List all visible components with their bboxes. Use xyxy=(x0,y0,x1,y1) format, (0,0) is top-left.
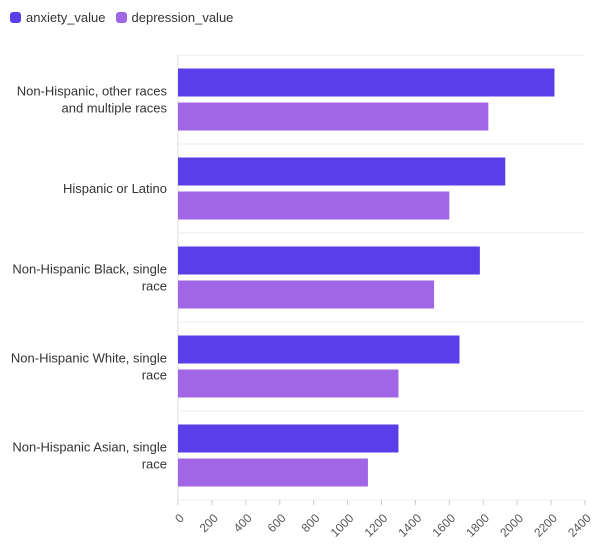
bar-depression-value-1[interactable] xyxy=(178,191,450,220)
x-tick-label: 2000 xyxy=(497,511,526,540)
legend-swatch-anxiety xyxy=(10,12,21,23)
bar-anxiety-value-0[interactable] xyxy=(178,68,555,97)
x-tick-label: 400 xyxy=(231,511,255,535)
category-label: and multiple races xyxy=(62,101,168,116)
x-tick-label: 1600 xyxy=(429,511,458,540)
x-tick-label: 1000 xyxy=(328,511,357,540)
legend-label-depression: depression_value xyxy=(131,10,234,25)
category-label: Non-Hispanic Black, single xyxy=(12,262,167,277)
bar-depression-value-2[interactable] xyxy=(178,280,435,309)
x-tick-label: 600 xyxy=(265,511,289,535)
bar-depression-value-0[interactable] xyxy=(178,102,489,131)
chart-legend: anxiety_value depression_value xyxy=(10,10,233,25)
x-tick-label: 800 xyxy=(299,511,323,535)
category-label: Non-Hispanic Asian, single xyxy=(12,440,167,455)
bar-anxiety-value-1[interactable] xyxy=(178,157,506,186)
bar-anxiety-value-3[interactable] xyxy=(178,335,460,364)
x-tick-label: 1200 xyxy=(362,511,391,540)
x-tick-label: 1800 xyxy=(463,511,492,540)
x-tick-label: 2200 xyxy=(531,511,560,540)
legend-item-anxiety[interactable]: anxiety_value xyxy=(10,10,106,25)
legend-swatch-depression xyxy=(115,12,127,23)
bar-depression-value-4[interactable] xyxy=(178,458,368,487)
bar-anxiety-value-2[interactable] xyxy=(178,246,480,275)
category-label: Hispanic or Latino xyxy=(63,181,167,196)
legend-item-depression[interactable]: depression_value xyxy=(115,10,234,25)
category-label: race xyxy=(142,279,167,294)
x-tick-label: 0 xyxy=(172,511,187,526)
category-label: race xyxy=(142,368,167,383)
x-tick-label: 2400 xyxy=(565,511,594,540)
bar-anxiety-value-4[interactable] xyxy=(178,424,399,453)
bar-depression-value-3[interactable] xyxy=(178,369,399,398)
category-label: Non-Hispanic, other races xyxy=(17,84,168,99)
category-label: race xyxy=(142,457,167,472)
x-tick-label: 1400 xyxy=(396,511,425,540)
category-label: Non-Hispanic White, single xyxy=(11,351,167,366)
legend-label-anxiety: anxiety_value xyxy=(26,10,106,25)
x-tick-label: 200 xyxy=(197,511,221,535)
